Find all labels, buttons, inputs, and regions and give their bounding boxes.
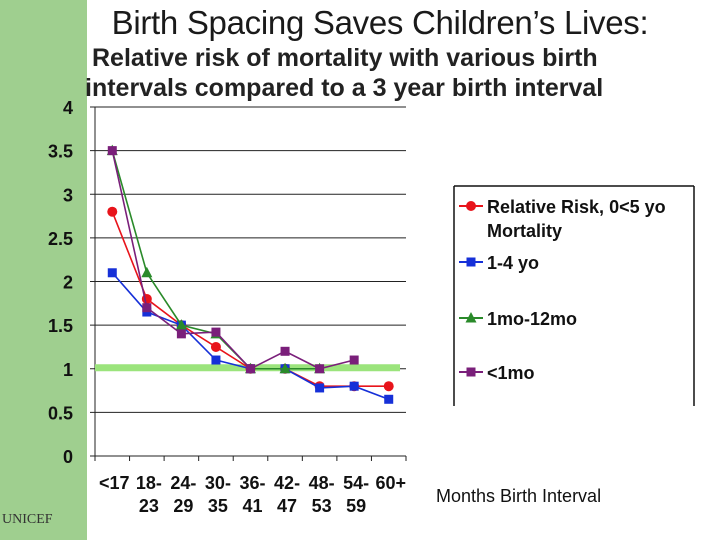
legend-swatch-marker	[466, 367, 476, 377]
data-point	[246, 364, 255, 374]
x-tick-label-line2: 59	[346, 496, 366, 516]
data-point	[384, 394, 394, 404]
legend-swatch-marker	[466, 201, 476, 211]
x-tick-label: 18-	[136, 473, 162, 493]
y-tick-label: 3.5	[48, 142, 73, 162]
legend-swatch-marker	[466, 257, 476, 267]
x-axis-note: Months Birth Interval	[436, 486, 602, 506]
x-tick-label: 60+	[375, 473, 406, 493]
data-point	[175, 319, 187, 330]
x-tick-label: 30-	[205, 473, 231, 493]
x-tick-label: <17	[99, 473, 130, 493]
x-tick-label-line2: 53	[312, 496, 332, 516]
watermark: UNICEF	[2, 512, 53, 527]
y-tick-label: 2	[63, 273, 73, 293]
data-point	[280, 346, 290, 356]
y-tick-label: 0.5	[48, 403, 73, 423]
y-tick-label: 0	[63, 447, 73, 467]
x-tick-label-line2: 35	[208, 496, 228, 516]
data-point	[211, 327, 221, 337]
x-tick-label: 42-	[274, 473, 300, 493]
chart-subtitle-line1: Relative risk of mortality with various …	[92, 44, 598, 72]
data-point	[210, 341, 221, 352]
data-point	[383, 381, 394, 392]
x-tick-label: 24-	[170, 473, 196, 493]
x-tick-label-line2: 47	[277, 496, 297, 516]
data-point	[315, 364, 325, 374]
x-tick-label: 54-	[343, 473, 369, 493]
data-point	[107, 146, 117, 156]
chart-subtitle-line2: intervals compared to a 3 year birth int…	[85, 74, 604, 102]
x-tick-label-line2: 29	[173, 496, 193, 516]
x-tick-label-line2: 41	[242, 496, 262, 516]
y-tick-label: 1.5	[48, 316, 73, 336]
series-line-2	[111, 272, 390, 401]
y-tick-label: 4	[63, 98, 73, 118]
legend-label: 1-4 yo	[487, 253, 539, 273]
data-point	[141, 266, 153, 278]
data-point	[107, 268, 117, 278]
data-point	[315, 383, 325, 393]
green-side-band	[0, 0, 87, 540]
data-point	[211, 355, 221, 365]
legend-swatch-marker	[465, 312, 477, 323]
y-tick-label: 1	[63, 360, 73, 380]
data-point	[279, 362, 291, 374]
legend-label: <1mo	[487, 363, 535, 383]
legend-label: 1mo-12mo	[487, 309, 577, 329]
slide-title: Birth Spacing Saves Children’s Lives:	[111, 4, 649, 41]
series-line-4	[111, 150, 355, 370]
x-tick-label: 36-	[239, 473, 265, 493]
data-point	[349, 381, 359, 391]
y-tick-label: 3	[63, 185, 73, 205]
data-point	[176, 329, 186, 339]
y-tick-label: 2.5	[48, 229, 73, 249]
data-point	[142, 303, 152, 313]
legend-label: Relative Risk, 0<5 yo	[487, 197, 666, 217]
legend-label: Mortality	[487, 221, 562, 241]
data-point	[107, 206, 118, 217]
x-tick-label-line2: 23	[139, 496, 159, 516]
data-point	[349, 355, 359, 365]
x-tick-label: 48-	[309, 473, 335, 493]
